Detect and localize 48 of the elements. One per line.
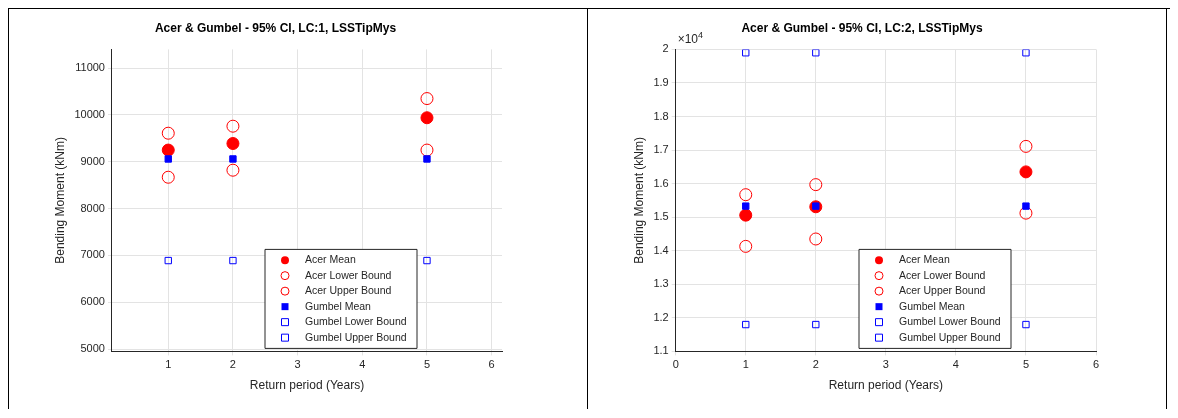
x-tick-label: 6: [488, 358, 495, 371]
x-tick-label: 2: [812, 358, 819, 371]
y-tick-label: 7000: [80, 248, 105, 261]
x-tick-label: 4: [952, 358, 959, 371]
x-tick-label: 4: [359, 358, 366, 371]
legend-label: Acer Mean: [899, 253, 950, 266]
legend-label: Gumbel Upper Bound: [305, 330, 407, 343]
y-tick-label: 1.4: [653, 243, 669, 256]
legend-label: Gumbel Lower Bound: [899, 315, 1001, 328]
y-tick-label: 9000: [80, 154, 105, 167]
x-tick-label: 0: [672, 358, 679, 371]
y-tick-label: 1.7: [653, 143, 669, 156]
legend-label: Acer Lower Bound: [305, 268, 392, 281]
legend-label: Gumbel Mean: [899, 299, 966, 312]
y-tick-label: 2: [662, 42, 669, 55]
legend-label: Acer Lower Bound: [899, 268, 986, 281]
x-tick-label: 3: [882, 358, 889, 371]
y-tick-label: 1.9: [653, 75, 669, 88]
y-tick-label: 11000: [75, 61, 105, 74]
x-axis-title: Return period (Years): [249, 378, 365, 393]
y-tick-label: 1.6: [653, 176, 669, 189]
y-axis-title: Bending Moment (kNm): [52, 137, 67, 264]
y-tick-label: 6000: [80, 295, 105, 308]
x-tick-label: 5: [423, 358, 431, 371]
y-tick-label: 1.5: [653, 210, 669, 223]
y-axis-title: Bending Moment (kNm): [631, 137, 646, 264]
legend-label: Gumbel Mean: [305, 299, 372, 312]
x-tick-label: 2: [229, 358, 236, 371]
legend-label: Gumbel Upper Bound: [899, 330, 1001, 343]
x-tick-label: 3: [294, 358, 301, 371]
y-tick-label: 10000: [74, 107, 105, 120]
chart-title: Acer & Gumbel - 95% CI, LC:1, LSSTipMys: [154, 20, 397, 35]
x-tick-label: 1: [165, 358, 172, 371]
chart-title: Acer & Gumbel - 95% CI, LC:2, LSSTipMys: [741, 20, 983, 35]
legend-label: Acer Mean: [305, 253, 356, 266]
x-tick-label: 5: [1022, 358, 1030, 371]
x-axis-title: Return period (Years): [828, 378, 943, 393]
x-tick-label: 6: [1092, 358, 1100, 371]
y-tick-label: 5000: [80, 342, 105, 355]
y-tick-label: 1.3: [653, 277, 669, 290]
y-tick-label: 1.8: [653, 109, 669, 122]
legend-label: Gumbel Lower Bound: [305, 315, 407, 328]
legend-label: Acer Upper Bound: [305, 284, 392, 297]
legend-label: Acer Upper Bound: [899, 284, 986, 297]
y-tick-label: 1.2: [653, 310, 669, 323]
y-tick-label: 8000: [80, 201, 105, 214]
x-tick-label: 1: [742, 358, 749, 371]
y-tick-label: 1.1: [653, 344, 669, 357]
